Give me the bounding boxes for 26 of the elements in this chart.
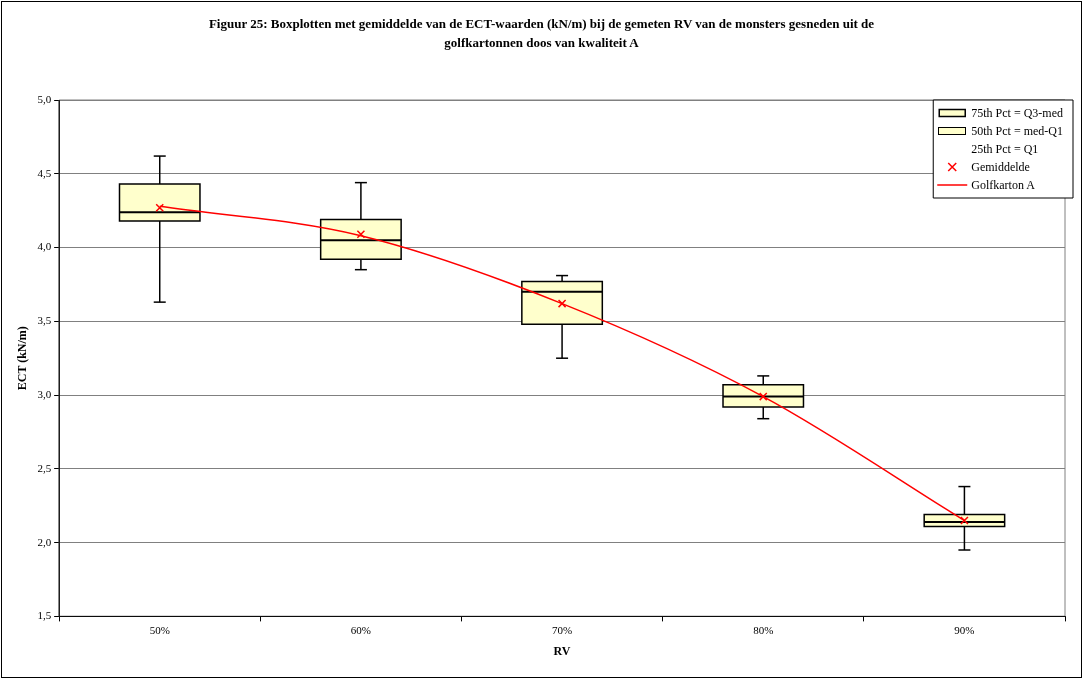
x-tick-label: 90% bbox=[954, 623, 975, 636]
y-axis-title: ECT (kN/m) bbox=[15, 326, 30, 391]
legend-label: 75th Pct = Q3-med bbox=[971, 106, 1064, 121]
annotation: 25th Pct = Q1 bbox=[971, 142, 1039, 157]
legend-label: Gemiddelde bbox=[971, 160, 1030, 175]
y-tick-label: 3,5 bbox=[37, 314, 52, 327]
x-tick-label: 70% bbox=[551, 623, 573, 636]
y-tick-label: 4,5 bbox=[37, 166, 52, 179]
point bbox=[557, 299, 567, 308]
y-tick-label: 3,0 bbox=[37, 387, 52, 400]
point bbox=[758, 392, 768, 401]
chart-title: Figuur 25: Boxplotten met gemiddelde van de ECT-waarden (kN/m) bij de gemeten RV van de monsters gesneden uit de golfkartonnen doos van kwaliteit A bbox=[207, 15, 876, 52]
legend-label: Golfkarton A bbox=[971, 178, 1036, 193]
y-tick-label: 5,0 bbox=[37, 92, 52, 105]
point bbox=[155, 203, 165, 212]
y-tick-label: 2,5 bbox=[37, 461, 52, 474]
x-axis-title: RV bbox=[553, 643, 571, 658]
point bbox=[960, 516, 969, 525]
x-tick-label: 60% bbox=[350, 623, 371, 636]
annotation: 50th Pct = med-Q1 bbox=[971, 124, 1064, 139]
point bbox=[356, 229, 366, 239]
y-tick-label: 4,0 bbox=[37, 240, 52, 253]
x-tick-label: 80% bbox=[753, 623, 774, 636]
y-tick-label: 1,5 bbox=[37, 609, 52, 622]
y-tick-label: 2,0 bbox=[37, 535, 52, 548]
x-tick-label: 50% bbox=[149, 623, 170, 636]
